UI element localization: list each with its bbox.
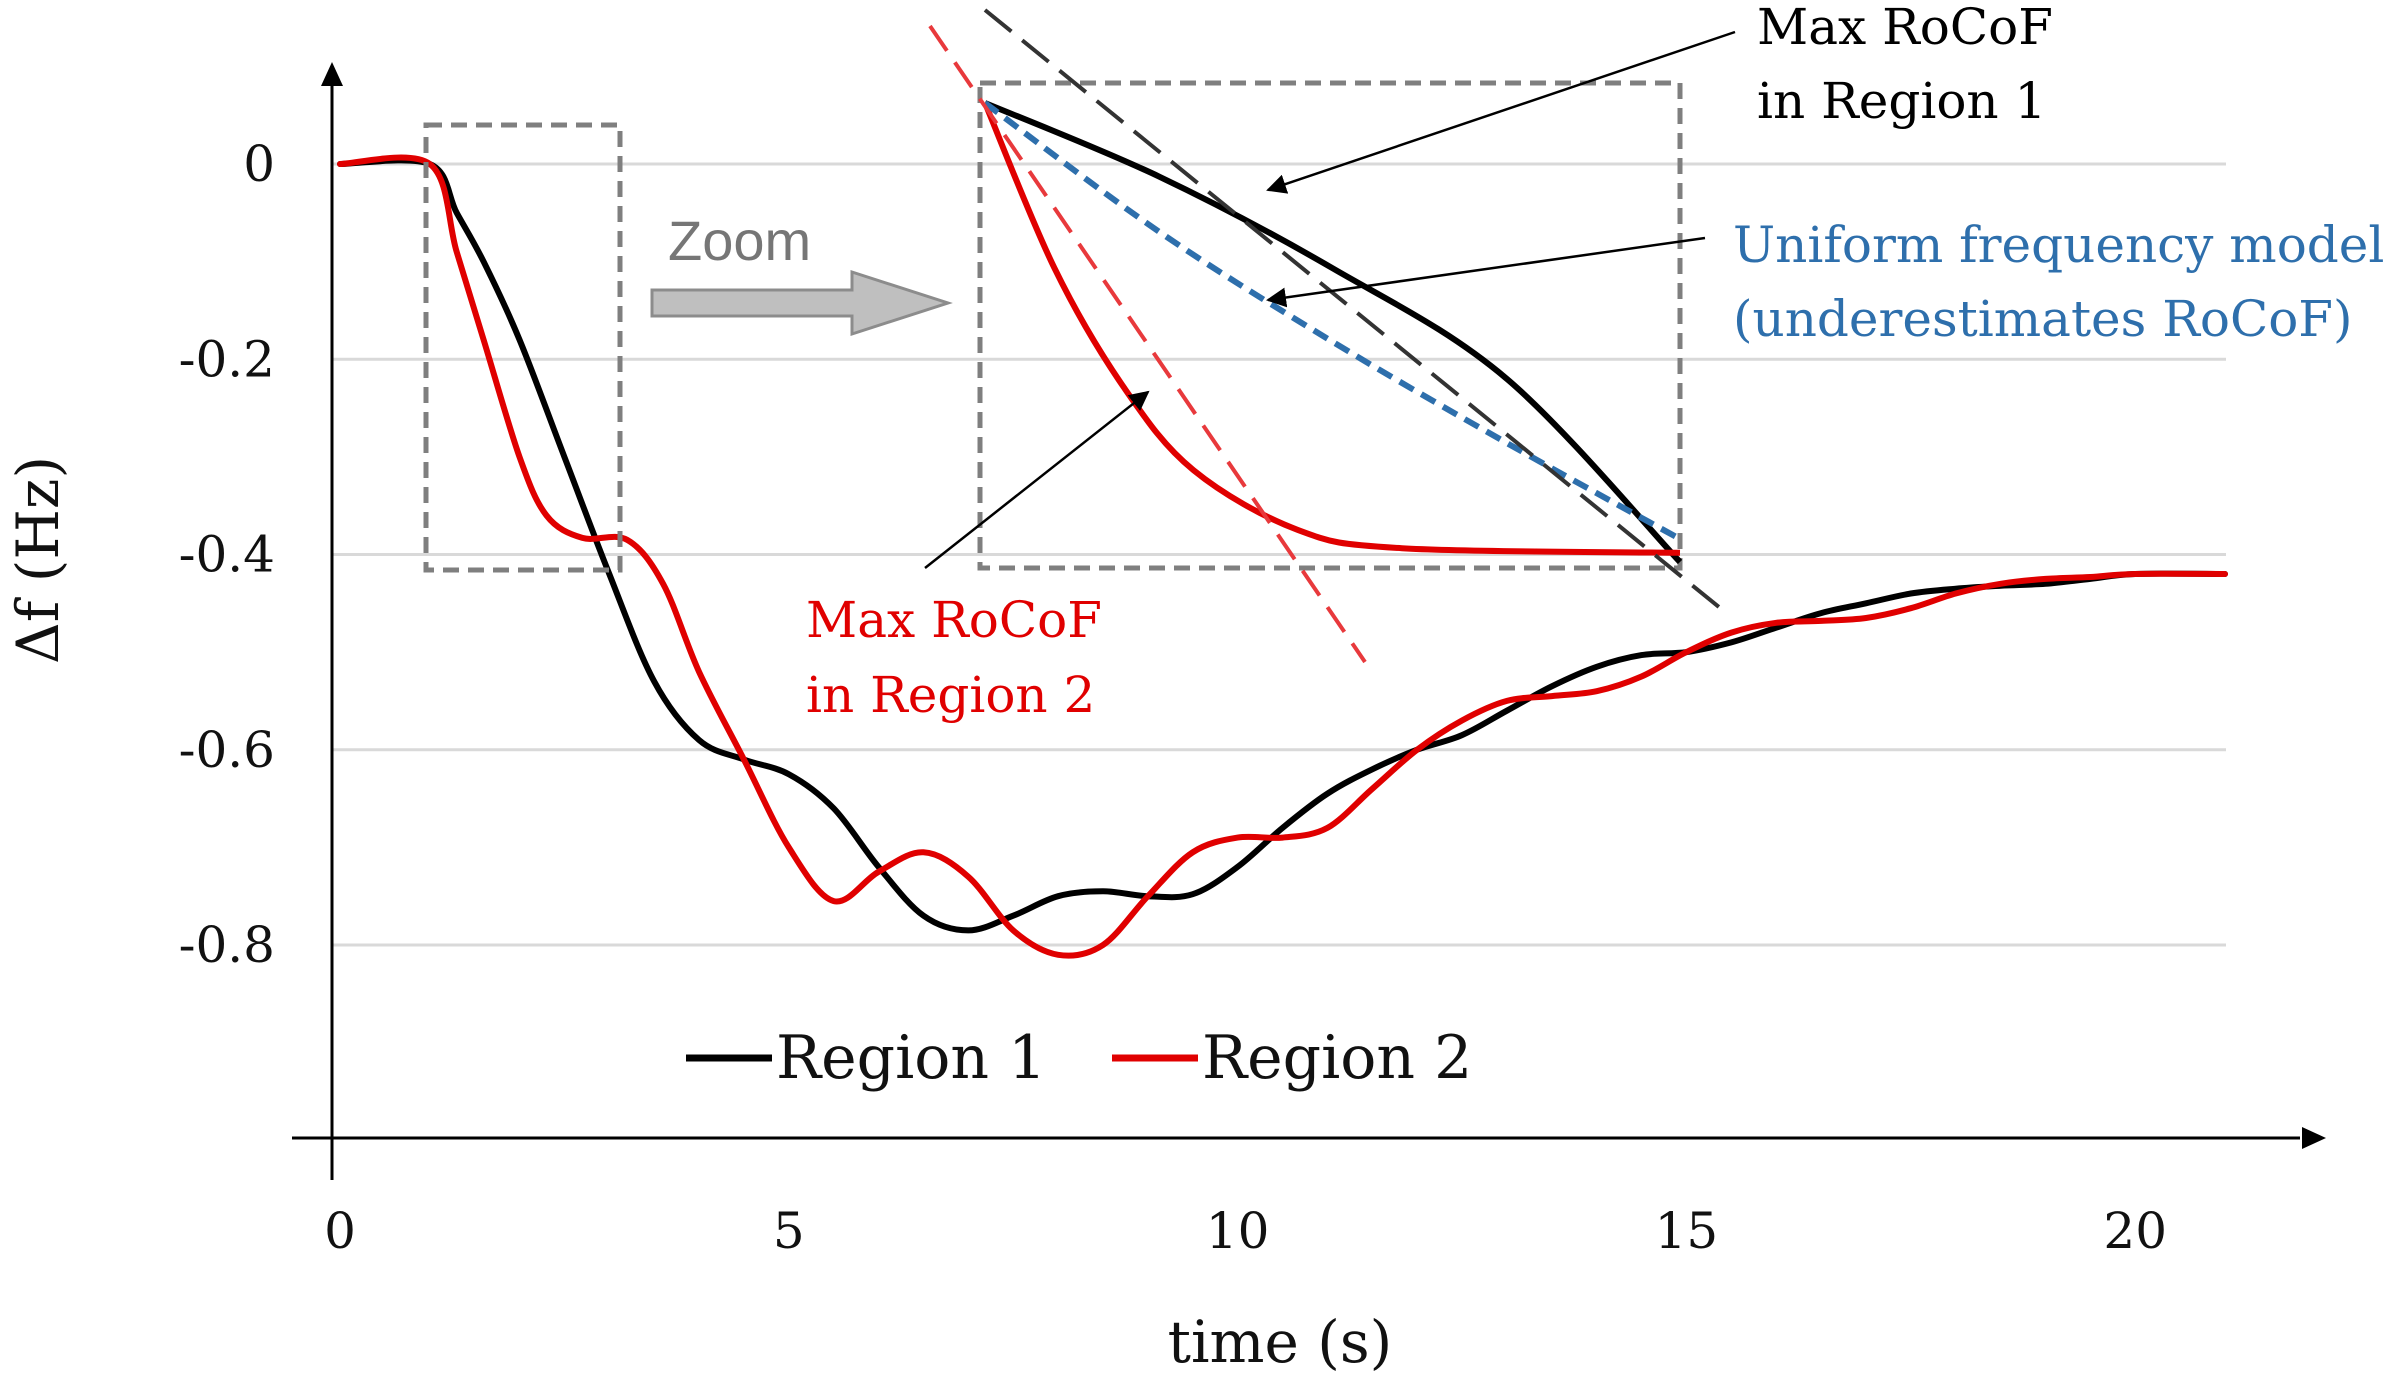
annotation-region2: Max RoCoF in Region 2 (806, 591, 1102, 724)
y-tick-label: -0.4 (179, 526, 275, 584)
legend: Region 1 Region 2 (686, 1023, 1472, 1093)
annotation-uniform: Uniform frequency model (underestimates … (1733, 216, 2384, 348)
inset-line-region1 (983, 100, 1683, 565)
y-tick-label: -0.6 (179, 721, 275, 779)
annotation-region1-line1: Max RoCoF (1757, 0, 2053, 56)
zoom-label: Zoom (668, 209, 811, 272)
x-tick-label: 20 (2103, 1202, 2167, 1260)
annotation-arrow-region1 (1266, 30, 1736, 194)
y-axis-arrow (321, 62, 343, 86)
tangent-line-region1 (983, 8, 1727, 614)
tick-labels: 0 -0.2 -0.4 -0.6 -0.8 0 5 10 15 20 (179, 135, 2167, 1260)
series-line-region-2 (337, 154, 2228, 959)
zoom-source-box (423, 122, 623, 573)
inset-box (977, 80, 1683, 571)
x-axis-label: time (s) (1168, 1308, 1393, 1376)
annotation-uniform-line2: (underestimates RoCoF) (1733, 290, 2353, 348)
annotation-arrow-uniform (1266, 236, 1706, 308)
x-tick-label: 5 (773, 1202, 805, 1260)
annotation-region2-line1: Max RoCoF (806, 591, 1102, 649)
annotation-region1-line2: in Region 1 (1757, 72, 2046, 130)
y-axis-label: Δf (Hz) (4, 456, 72, 664)
y-tick-label: 0 (243, 135, 275, 193)
annotation-region2-line2: in Region 2 (806, 666, 1095, 724)
legend-label-region2: Region 2 (1202, 1023, 1472, 1093)
axes (292, 62, 2326, 1180)
tangent-line-region2 (928, 24, 1367, 664)
x-tick-label: 0 (324, 1202, 356, 1260)
annotation-arrow-region2 (924, 390, 1150, 569)
zoom-arrow-icon (650, 269, 953, 337)
inset-lines (982, 100, 1683, 565)
y-tick-label: -0.2 (179, 330, 275, 388)
annotation-uniform-line1: Uniform frequency model (1733, 216, 2384, 274)
legend-label-region1: Region 1 (776, 1023, 1046, 1093)
series-line-region-1 (337, 157, 2228, 934)
x-tick-label: 15 (1655, 1202, 1719, 1260)
y-tick-label: -0.8 (179, 916, 275, 974)
annotation-region1: Max RoCoF in Region 1 (1757, 0, 2053, 130)
x-tick-label: 10 (1206, 1202, 1270, 1260)
inset-line-region2 (982, 101, 1681, 556)
x-axis-arrow (2302, 1127, 2326, 1149)
series-lines (337, 154, 2228, 959)
